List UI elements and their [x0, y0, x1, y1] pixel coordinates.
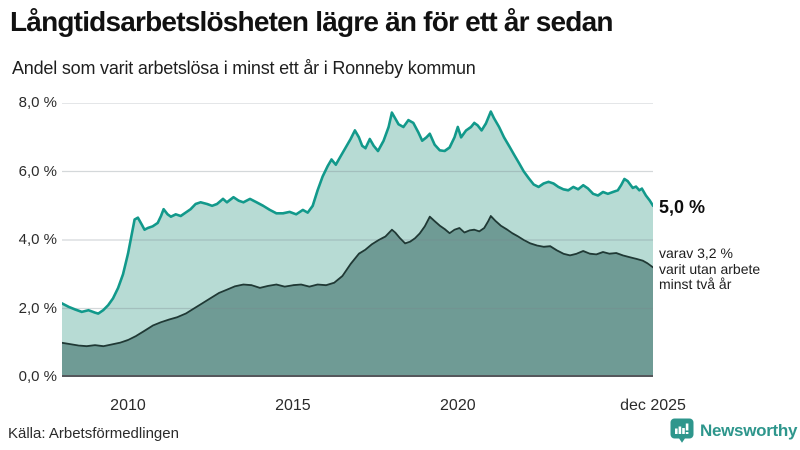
- newsworthy-brand: Newsworthy: [670, 416, 797, 446]
- y-tick-label: 6,0 %: [18, 162, 57, 180]
- source-note: Källa: Arbetsförmedlingen: [8, 425, 179, 442]
- x-tick-label: 2015: [275, 397, 311, 414]
- y-tick-label: 8,0 %: [18, 94, 57, 111]
- two-year-annotation: varav 3,2 % varit utan arbete minst två år: [659, 245, 761, 293]
- two-year-annotation-line: varit utan arbete: [659, 260, 761, 277]
- area-chart-plot: [62, 103, 653, 377]
- chart-subtitle: Andel som varit arbetslösa i minst ett å…: [12, 58, 476, 78]
- x-tick-label: dec 2025: [620, 397, 686, 414]
- two-year-annotation-line: varav 3,2 %: [659, 245, 733, 261]
- x-tick-label: 2020: [440, 397, 476, 414]
- two-year-line: [62, 215, 653, 348]
- total-line: [62, 110, 653, 315]
- series-area: [62, 216, 653, 377]
- chart-title: Långtidsarbetslösheten lägre än för ett …: [10, 6, 613, 37]
- y-tick-label: 0,0 %: [18, 368, 57, 385]
- newsworthy-logo-icon: [670, 418, 694, 443]
- newsworthy-wordmark: Newsworthy: [700, 421, 798, 440]
- y-tick-label: 4,0 %: [18, 231, 57, 248]
- y-tick-label: 2,0 %: [18, 299, 57, 317]
- total-value-label: 5,0 %: [659, 197, 706, 217]
- x-tick-label: 2010: [110, 397, 146, 414]
- two-year-annotation-line: minst två år: [659, 276, 732, 292]
